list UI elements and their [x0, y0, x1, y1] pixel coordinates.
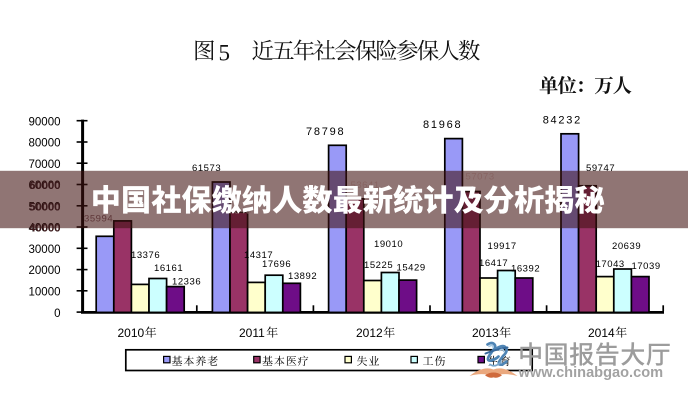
- svg-text:17043: 17043: [596, 259, 625, 270]
- svg-text:60000: 60000: [29, 180, 60, 192]
- svg-text:14317: 14317: [244, 250, 273, 261]
- svg-text:61573: 61573: [192, 163, 221, 174]
- svg-text:10000: 10000: [29, 287, 61, 299]
- svg-text:20000: 20000: [29, 265, 61, 277]
- svg-text:2014: 2014: [588, 326, 615, 340]
- svg-text:www.chinabgao.com: www.chinabgao.com: [518, 365, 664, 381]
- svg-text:53641: 53641: [351, 180, 380, 191]
- svg-text:19917: 19917: [488, 241, 517, 252]
- svg-text:16161: 16161: [154, 263, 183, 274]
- svg-text:80000: 80000: [29, 138, 61, 150]
- svg-text:2010: 2010: [118, 326, 145, 340]
- svg-text:30000: 30000: [29, 244, 61, 256]
- svg-text:70000: 70000: [29, 159, 61, 171]
- svg-text:12336: 12336: [172, 277, 201, 288]
- svg-text:90000: 90000: [29, 116, 61, 128]
- svg-text:17696: 17696: [262, 259, 291, 270]
- svg-text:16417: 16417: [479, 258, 508, 269]
- svg-text:16392: 16392: [511, 264, 540, 275]
- svg-text:78798: 78798: [306, 126, 345, 138]
- svg-text:35994: 35994: [84, 214, 113, 225]
- svg-text:15225: 15225: [364, 260, 393, 271]
- svg-text:13376: 13376: [131, 250, 160, 261]
- svg-text:19010: 19010: [374, 239, 403, 250]
- svg-text:0: 0: [54, 308, 60, 320]
- svg-text:40000: 40000: [29, 223, 60, 235]
- svg-text:17039: 17039: [632, 261, 661, 272]
- svg-text:15429: 15429: [397, 263, 426, 274]
- svg-text:84232: 84232: [543, 115, 582, 127]
- svg-text:50000: 50000: [29, 202, 60, 214]
- svg-text:81968: 81968: [423, 119, 462, 131]
- svg-text:5: 5: [219, 40, 231, 65]
- svg-text:2013: 2013: [472, 326, 499, 340]
- svg-text:2011: 2011: [239, 326, 265, 340]
- svg-text:57073: 57073: [466, 172, 495, 183]
- svg-text:59747: 59747: [586, 163, 615, 174]
- svg-text:20639: 20639: [612, 241, 641, 252]
- svg-text:2012: 2012: [356, 326, 383, 340]
- svg-text:13892: 13892: [288, 271, 317, 282]
